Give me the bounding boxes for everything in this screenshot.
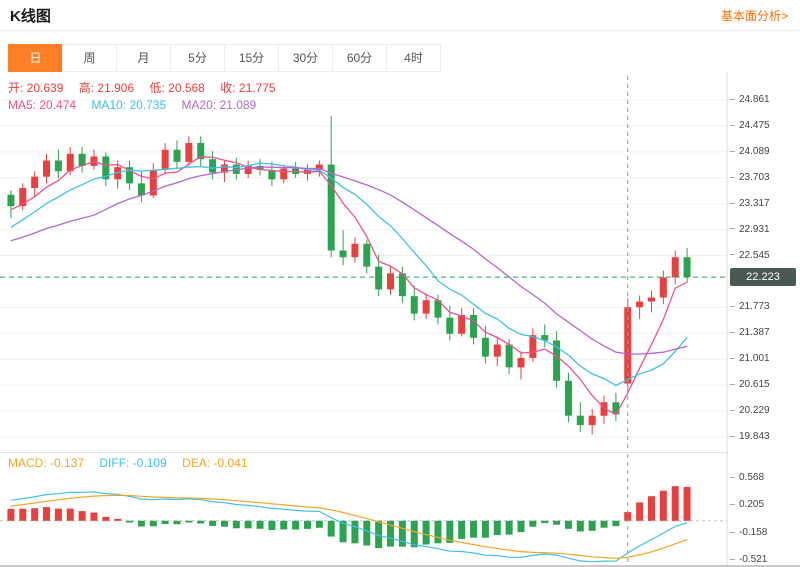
timeframe-tabs: 日 周 月 5分 15分 30分 60分 4时 — [8, 44, 800, 72]
axis-label: 23.317 — [730, 198, 770, 209]
ohlc-close: 收: 21.775 — [220, 81, 276, 95]
tab-week[interactable]: 周 — [62, 44, 117, 72]
axis-label: 24.475 — [730, 120, 770, 131]
candlestick-chart[interactable] — [0, 72, 728, 452]
diff-value: DIFF: -0.109 — [99, 456, 167, 470]
ohlc-high: 高: 21.906 — [78, 81, 135, 95]
macd-legend: MACD: -0.137 DIFF: -0.109 DEA: -0.041 — [8, 456, 260, 470]
price-axis: 24.861 24.475 24.089 23.703 23.317 22.931 22.5… — [728, 72, 800, 565]
ohlc-open: 开: 20.639 — [8, 81, 64, 95]
fundamental-analysis-link[interactable]: 基本面分析> — [720, 8, 788, 23]
ohlc-low: 低: 20.568 — [149, 81, 205, 95]
axis-label: 23.703 — [730, 172, 770, 183]
axis-label: 0.568 — [730, 472, 764, 483]
axis-label: -0.521 — [730, 554, 767, 565]
axis-label: 20.229 — [730, 405, 770, 416]
tab-60min[interactable]: 60分 — [332, 44, 387, 72]
axis-label: 21.001 — [730, 353, 770, 364]
ohlc-legend: 开: 20.639 高: 21.906 低: 20.568 收: 21.775 — [8, 79, 288, 96]
page-title: K线图 — [10, 7, 51, 25]
axis-label: 21.387 — [730, 327, 770, 338]
macd-chart[interactable] — [0, 452, 728, 565]
axis-label: 21.773 — [730, 301, 770, 312]
ma5-value: MA5: 20.474 — [8, 98, 77, 112]
axis-label: 22.545 — [730, 250, 770, 261]
axis-label: 22.931 — [730, 224, 770, 235]
tab-day[interactable]: 日 — [8, 44, 63, 72]
dea-value: DEA: -0.041 — [182, 456, 248, 470]
macd-value: MACD: -0.137 — [8, 456, 85, 470]
chart-area: 开: 20.639 高: 21.906 低: 20.568 收: 21.775 … — [0, 72, 800, 565]
ma-legend: MA5: 20.474 MA10: 20.735 MA20: 21.089 — [8, 98, 268, 112]
tab-4hour[interactable]: 4时 — [386, 44, 441, 72]
axis-label: 24.089 — [730, 146, 770, 157]
axis-label: 0.205 — [730, 499, 764, 510]
topbar: K线图 基本面分析> — [0, 0, 800, 31]
ma10-value: MA10: 20.735 — [91, 98, 167, 112]
ma20-value: MA20: 21.089 — [181, 98, 257, 112]
tab-5min[interactable]: 5分 — [170, 44, 225, 72]
tab-15min[interactable]: 15分 — [224, 44, 279, 72]
current-price-badge: 22.223 — [730, 268, 796, 287]
tab-30min[interactable]: 30分 — [278, 44, 333, 72]
axis-label: 20.615 — [730, 379, 770, 390]
axis-label: 19.843 — [730, 431, 770, 442]
axis-label: 24.861 — [730, 94, 770, 105]
axis-label: -0.158 — [730, 527, 767, 538]
tab-month[interactable]: 月 — [116, 44, 171, 72]
